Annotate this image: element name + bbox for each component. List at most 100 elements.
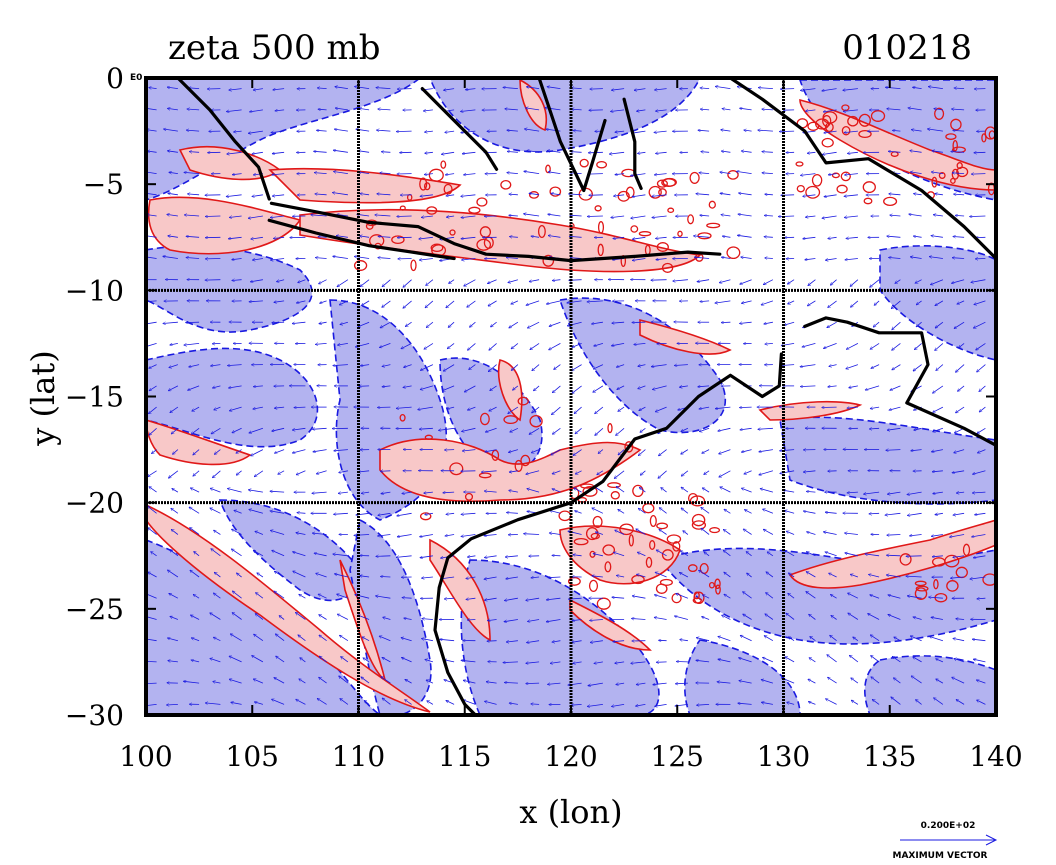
wind-vector bbox=[808, 279, 816, 286]
wind-vector bbox=[296, 612, 306, 620]
wind-vector bbox=[248, 130, 263, 133]
wind-vector bbox=[250, 109, 263, 112]
wind-vector bbox=[251, 449, 264, 456]
vorticity-eddy bbox=[353, 260, 368, 271]
wind-vector bbox=[338, 343, 348, 345]
wind-vector bbox=[320, 300, 327, 303]
wind-vector bbox=[189, 152, 200, 153]
wind-vector bbox=[638, 449, 646, 456]
wind-vector bbox=[168, 661, 178, 662]
wind-vector bbox=[382, 657, 391, 663]
wind-vector bbox=[766, 593, 774, 599]
vorticity-eddy bbox=[899, 553, 912, 566]
wind-vector bbox=[724, 572, 731, 578]
wind-vector bbox=[171, 508, 179, 514]
wind-vector bbox=[163, 256, 178, 259]
wind-vector bbox=[722, 109, 731, 110]
y-tick-label: −15 bbox=[65, 381, 124, 414]
wind-vector bbox=[638, 152, 646, 153]
wind-vector bbox=[527, 489, 540, 493]
wind-vector bbox=[335, 87, 348, 89]
wind-vector bbox=[270, 215, 285, 218]
vorticity-eddy bbox=[689, 171, 700, 184]
wind-vector bbox=[571, 109, 582, 110]
wind-vector bbox=[503, 662, 518, 663]
wind-vector bbox=[187, 109, 200, 110]
wind-vector bbox=[825, 258, 837, 261]
wind-vector bbox=[567, 300, 582, 303]
wind-vector bbox=[317, 698, 327, 705]
wind-vector bbox=[593, 554, 603, 557]
vorticity-eddy bbox=[815, 118, 830, 130]
wind-vector bbox=[803, 471, 816, 472]
wind-vector bbox=[189, 364, 200, 367]
vorticity-eddy bbox=[649, 540, 656, 550]
wind-vector bbox=[829, 365, 837, 367]
wind-vector bbox=[151, 552, 157, 557]
vorticity-eddy bbox=[607, 482, 621, 489]
wind-vector bbox=[703, 595, 710, 599]
positive-region bbox=[146, 504, 431, 713]
wind-vector bbox=[513, 385, 519, 390]
wind-vector bbox=[848, 613, 859, 620]
wind-vector bbox=[569, 236, 582, 237]
x-tick-label: 125 bbox=[651, 740, 704, 773]
wind-vector bbox=[249, 509, 264, 514]
wind-vector bbox=[319, 635, 327, 642]
wind-vector bbox=[466, 89, 476, 90]
wind-vector bbox=[188, 385, 200, 390]
vorticity-eddy bbox=[628, 534, 634, 547]
wind-vector bbox=[511, 300, 519, 304]
wind-vector bbox=[427, 701, 434, 705]
wind-vector bbox=[461, 194, 476, 197]
wind-vector bbox=[296, 300, 306, 303]
wind-vector bbox=[699, 406, 710, 409]
vorticity-eddy bbox=[573, 537, 589, 546]
wind-vector bbox=[701, 152, 710, 153]
wind-vector bbox=[312, 492, 327, 493]
vorticity-eddy bbox=[491, 449, 500, 461]
wind-vector bbox=[489, 343, 497, 350]
wind-vector bbox=[232, 427, 242, 432]
wind-vector bbox=[332, 193, 348, 196]
wind-vector bbox=[631, 173, 646, 176]
wind-vector bbox=[419, 236, 433, 239]
negative-region bbox=[460, 559, 660, 715]
wind-vector bbox=[420, 555, 433, 558]
wind-vector bbox=[273, 237, 285, 238]
vorticity-eddy bbox=[656, 242, 669, 252]
wind-vector bbox=[696, 660, 710, 663]
wind-vector bbox=[229, 89, 242, 91]
wind-vector bbox=[800, 364, 816, 367]
wind-vector bbox=[466, 598, 476, 599]
wind-vector bbox=[848, 593, 859, 599]
wind-vector bbox=[276, 656, 285, 663]
wind-vector bbox=[845, 259, 858, 260]
wind-vector bbox=[717, 682, 731, 683]
wind-vector bbox=[760, 489, 774, 493]
vector-magnitude-label: 0.200E+02 bbox=[921, 821, 976, 831]
vorticity-eddy bbox=[558, 510, 572, 522]
wind-vector bbox=[507, 513, 518, 514]
wind-vector bbox=[572, 385, 582, 394]
wind-vector bbox=[632, 194, 646, 197]
vorticity-eddy bbox=[982, 573, 996, 586]
vorticity-eddy bbox=[914, 587, 928, 600]
wind-vector bbox=[405, 321, 412, 326]
wind-vector bbox=[740, 279, 752, 285]
wind-vector bbox=[614, 195, 625, 196]
wind-vector bbox=[822, 151, 837, 154]
wind-vector bbox=[146, 172, 157, 174]
vorticity-eddy bbox=[428, 168, 444, 182]
wind-vector bbox=[337, 614, 349, 620]
wind-vector bbox=[401, 343, 412, 348]
wind-vector bbox=[467, 300, 476, 307]
wind-vector bbox=[485, 701, 497, 705]
wind-vector bbox=[506, 576, 518, 579]
wind-vector bbox=[509, 194, 518, 195]
wind-vector bbox=[275, 449, 285, 454]
wind-vector bbox=[252, 656, 264, 663]
vorticity-eddy bbox=[648, 185, 662, 199]
wind-vector bbox=[843, 109, 858, 112]
wind-vector bbox=[170, 616, 179, 620]
